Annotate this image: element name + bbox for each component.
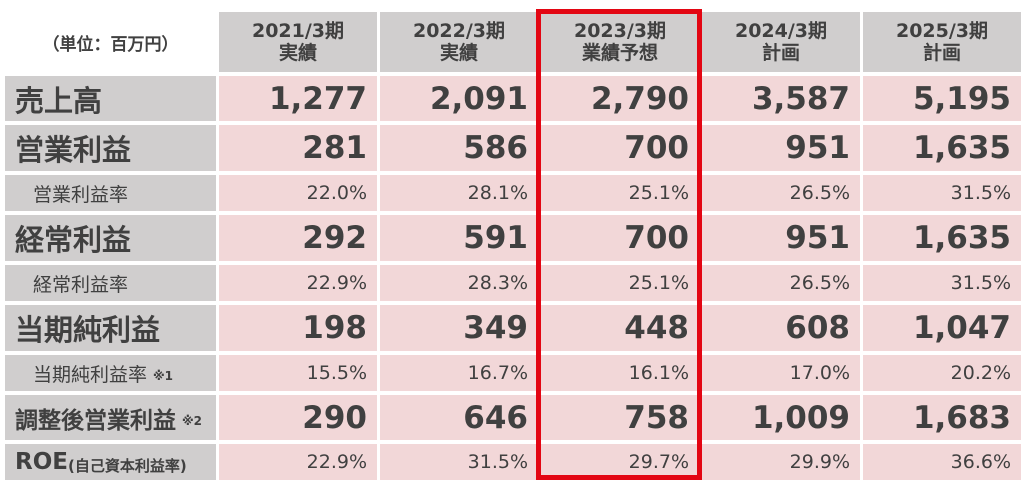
row-label-text: 経常利益率	[33, 273, 129, 296]
row-label-text: 当期純利益率	[33, 363, 148, 386]
table-cell: 22.9%	[219, 444, 377, 480]
table-cell: 17.0%	[702, 355, 860, 391]
table-cell: 31.5%	[380, 444, 538, 480]
row-note: (自己資本利益率)	[67, 456, 187, 475]
table-cell: 15.5%	[219, 355, 377, 391]
table-cell: 586	[380, 125, 538, 171]
column-header: 2025/3期 計画	[863, 12, 1021, 72]
column-year: 2025/3期	[895, 20, 989, 42]
row-label: 当期純利益率 ※1	[5, 355, 216, 391]
table-cell: 36.6%	[863, 444, 1021, 480]
table-cell: 2,091	[380, 76, 538, 121]
table-cell: 951	[702, 215, 860, 261]
table-cell: 29.9%	[702, 444, 860, 480]
row-label-text: 当期純利益	[15, 313, 161, 347]
column-year: 2023/3期	[573, 20, 667, 42]
table-cell: 5,195	[863, 76, 1021, 121]
column-type: 実績	[278, 42, 317, 64]
table-cell: 290	[219, 395, 377, 440]
table-cell: 700	[541, 215, 699, 261]
row-label: 経常利益率	[5, 265, 216, 301]
row-label-text: 営業利益率	[33, 183, 129, 206]
table-cell: 1,635	[863, 215, 1021, 261]
row-label: 営業利益率	[5, 175, 216, 211]
row-label: 当期純利益	[5, 305, 216, 351]
table-cell: 31.5%	[863, 175, 1021, 211]
row-label-text: 営業利益	[15, 133, 132, 167]
row-note: ※1	[153, 369, 174, 383]
table-cell: 25.1%	[541, 265, 699, 301]
row-label: 営業利益	[5, 125, 216, 171]
column-type: 計画	[922, 42, 961, 64]
unit-label: （単位：百万円）	[5, 12, 216, 72]
table-cell: 20.2%	[863, 355, 1021, 391]
table-cell: 28.1%	[380, 175, 538, 211]
table-cell: 2,790	[541, 76, 699, 121]
table-cell: 25.1%	[541, 175, 699, 211]
column-year: 2022/3期	[412, 20, 506, 42]
column-type: 計画	[761, 42, 800, 64]
row-label: ROE (自己資本利益率)	[5, 444, 216, 480]
table-cell: 28.3%	[380, 265, 538, 301]
table-cell: 198	[219, 305, 377, 351]
row-note: ※2	[182, 413, 203, 428]
table-cell: 281	[219, 125, 377, 171]
table-cell: 1,277	[219, 76, 377, 121]
table-cell: 1,047	[863, 305, 1021, 351]
column-header: 2023/3期 業績予想	[541, 12, 699, 72]
financial-table: （単位：百万円） 2021/3期 実績 2022/3期 実績 2023/3期 業績予想 20…	[5, 12, 1021, 480]
column-type: 業績予想	[581, 42, 658, 64]
table-cell: 1,009	[702, 395, 860, 440]
column-year: 2024/3期	[734, 20, 828, 42]
table-cell: 1,683	[863, 395, 1021, 440]
column-header: 2022/3期 実績	[380, 12, 538, 72]
table-cell: 591	[380, 215, 538, 261]
row-label-text: 売上高	[15, 83, 103, 118]
table-cell: 31.5%	[863, 265, 1021, 301]
column-header: 2021/3期 実績	[219, 12, 377, 72]
row-label: 経常利益	[5, 215, 216, 261]
table-cell: 26.5%	[702, 265, 860, 301]
table-cell: 646	[380, 395, 538, 440]
column-type: 実績	[439, 42, 478, 64]
table-cell: 608	[702, 305, 860, 351]
row-label-text: ROE	[15, 449, 68, 475]
column-header: 2024/3期 計画	[702, 12, 860, 72]
table-cell: 3,587	[702, 76, 860, 121]
table-cell: 26.5%	[702, 175, 860, 211]
row-label: 調整後営業利益 ※2	[5, 395, 216, 440]
table-cell: 29.7%	[541, 444, 699, 480]
table-cell: 16.7%	[380, 355, 538, 391]
table-cell: 758	[541, 395, 699, 440]
table-cell: 1,635	[863, 125, 1021, 171]
table-cell: 22.0%	[219, 175, 377, 211]
table-cell: 951	[702, 125, 860, 171]
row-label: 売上高	[5, 76, 216, 121]
table-cell: 292	[219, 215, 377, 261]
table-cell: 448	[541, 305, 699, 351]
column-year: 2021/3期	[251, 20, 345, 42]
table-cell: 16.1%	[541, 355, 699, 391]
table-cell: 22.9%	[219, 265, 377, 301]
table-cell: 700	[541, 125, 699, 171]
table-cell: 349	[380, 305, 538, 351]
row-label-text: 経常利益	[15, 223, 132, 257]
row-label-text: 調整後営業利益	[15, 407, 176, 434]
